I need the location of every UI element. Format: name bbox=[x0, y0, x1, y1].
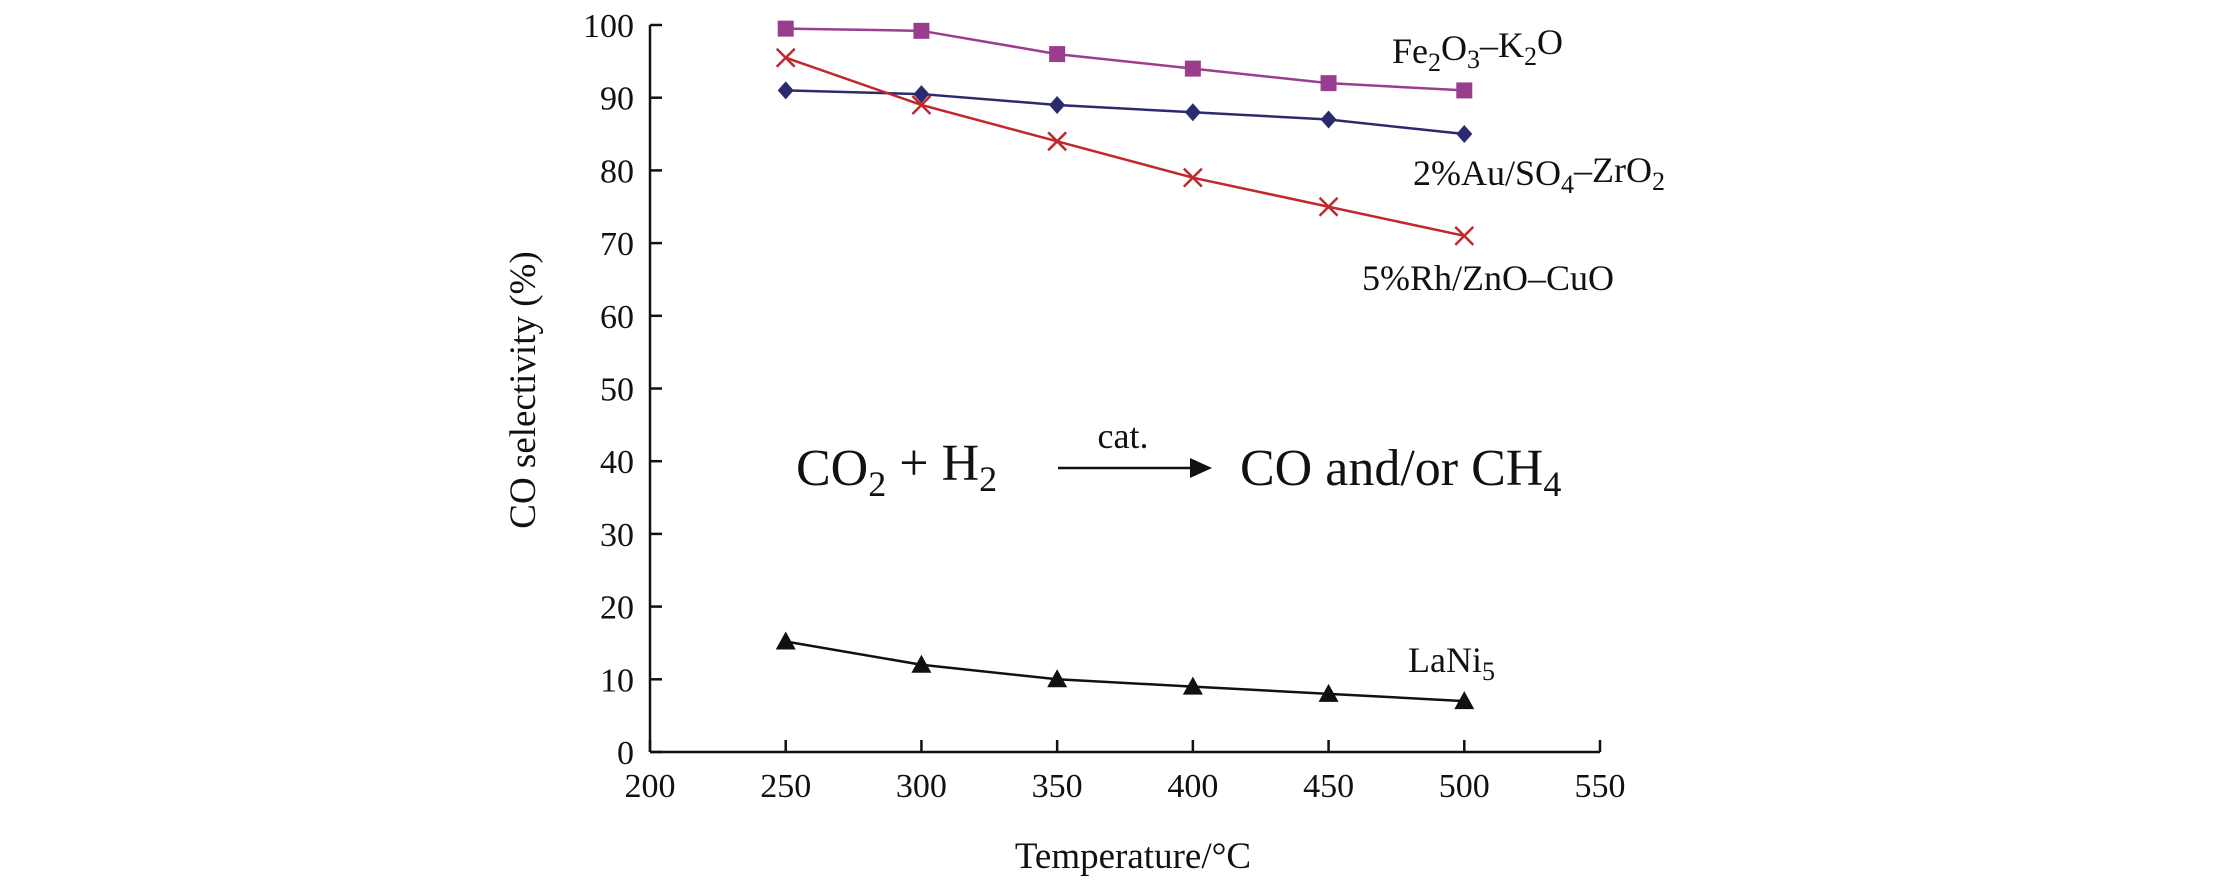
x-tick-label: 550 bbox=[1575, 768, 1626, 805]
series-line bbox=[785, 27, 1465, 92]
series-label-1: Fe2O3–K2O bbox=[1392, 22, 1563, 77]
y-axis-title: CO selectivity (%) bbox=[503, 251, 544, 528]
y-tick-label: 90 bbox=[600, 81, 634, 118]
series-labels: Fe2O3–K2O 2%Au/SO4–ZrO2 5%Rh/ZnO–CuO LaNi5 bbox=[1362, 22, 1665, 686]
data-point-triangle bbox=[1182, 676, 1203, 695]
x-tick-label: 300 bbox=[896, 768, 947, 805]
data-point-triangle bbox=[1047, 669, 1068, 688]
y-ticks: 0 10 20 30 40 50 60 70 80 90 100 bbox=[583, 8, 662, 772]
products-text: CO and/or CH4 bbox=[1240, 440, 1561, 504]
data-point-triangle bbox=[775, 631, 796, 650]
series-3 bbox=[775, 47, 1475, 246]
series-line bbox=[785, 56, 1465, 238]
x-tick-label: 400 bbox=[1167, 768, 1218, 805]
x-tick-label: 350 bbox=[1032, 768, 1083, 805]
data-point-triangle bbox=[1454, 691, 1475, 710]
arrow-head-icon bbox=[1190, 458, 1212, 478]
data-point-cross bbox=[1047, 131, 1068, 152]
axes: 0 10 20 30 40 50 60 70 80 90 100 200 250 300 350 400 45… bbox=[583, 8, 1626, 805]
x-tick-label: 500 bbox=[1439, 768, 1490, 805]
data-point-square bbox=[1184, 60, 1201, 77]
x-ticks: 200 250 300 350 400 450 500 550 bbox=[625, 740, 1626, 805]
y-tick-label: 30 bbox=[600, 517, 634, 554]
data-point-diamond bbox=[777, 81, 794, 100]
data-point-square bbox=[1320, 75, 1337, 92]
data-point-diamond bbox=[1049, 95, 1066, 114]
reactants-text: CO2 + H2 bbox=[796, 435, 997, 504]
reaction-equation: CO2 + H2 cat. CO and/or CH4 bbox=[796, 416, 1561, 504]
y-tick-label: 80 bbox=[600, 153, 634, 190]
y-tick-label: 40 bbox=[600, 444, 634, 481]
data-point-diamond bbox=[913, 85, 930, 104]
data-point-cross bbox=[1318, 196, 1339, 217]
series-layer bbox=[775, 20, 1475, 710]
series-line bbox=[785, 89, 1465, 136]
data-point-square bbox=[1049, 46, 1066, 63]
series-label-2: 2%Au/SO4–ZrO2 bbox=[1413, 150, 1665, 199]
x-tick-label: 450 bbox=[1303, 768, 1354, 805]
data-point-cross bbox=[775, 47, 796, 68]
data-point-cross bbox=[1454, 225, 1475, 246]
y-tick-label: 10 bbox=[600, 662, 634, 699]
series-label-4: LaNi5 bbox=[1408, 640, 1495, 686]
data-point-square bbox=[777, 20, 794, 37]
y-tick-label: 70 bbox=[600, 226, 634, 263]
series-line bbox=[785, 640, 1465, 703]
y-tick-label: 0 bbox=[617, 735, 634, 772]
data-point-diamond bbox=[1456, 125, 1473, 144]
series-2 bbox=[777, 81, 1473, 144]
data-point-triangle bbox=[911, 654, 932, 673]
arrow-label: cat. bbox=[1098, 416, 1149, 456]
series-label-3: 5%Rh/ZnO–CuO bbox=[1362, 258, 1614, 298]
data-point-diamond bbox=[1184, 103, 1201, 122]
series-4 bbox=[775, 631, 1475, 710]
data-point-diamond bbox=[1320, 110, 1337, 129]
x-axis-title: Temperature/°C bbox=[1015, 836, 1251, 877]
y-tick-label: 50 bbox=[600, 372, 634, 409]
y-tick-label: 60 bbox=[600, 299, 634, 336]
y-tick-label: 100 bbox=[583, 8, 634, 45]
x-tick-label: 250 bbox=[760, 768, 811, 805]
x-tick-label: 200 bbox=[625, 768, 676, 805]
data-point-square bbox=[913, 22, 930, 39]
data-point-cross bbox=[1182, 167, 1203, 188]
series-1 bbox=[777, 20, 1473, 99]
data-point-triangle bbox=[1318, 683, 1339, 702]
data-point-cross bbox=[911, 95, 932, 115]
y-tick-label: 20 bbox=[600, 590, 634, 627]
data-point-square bbox=[1456, 82, 1473, 99]
